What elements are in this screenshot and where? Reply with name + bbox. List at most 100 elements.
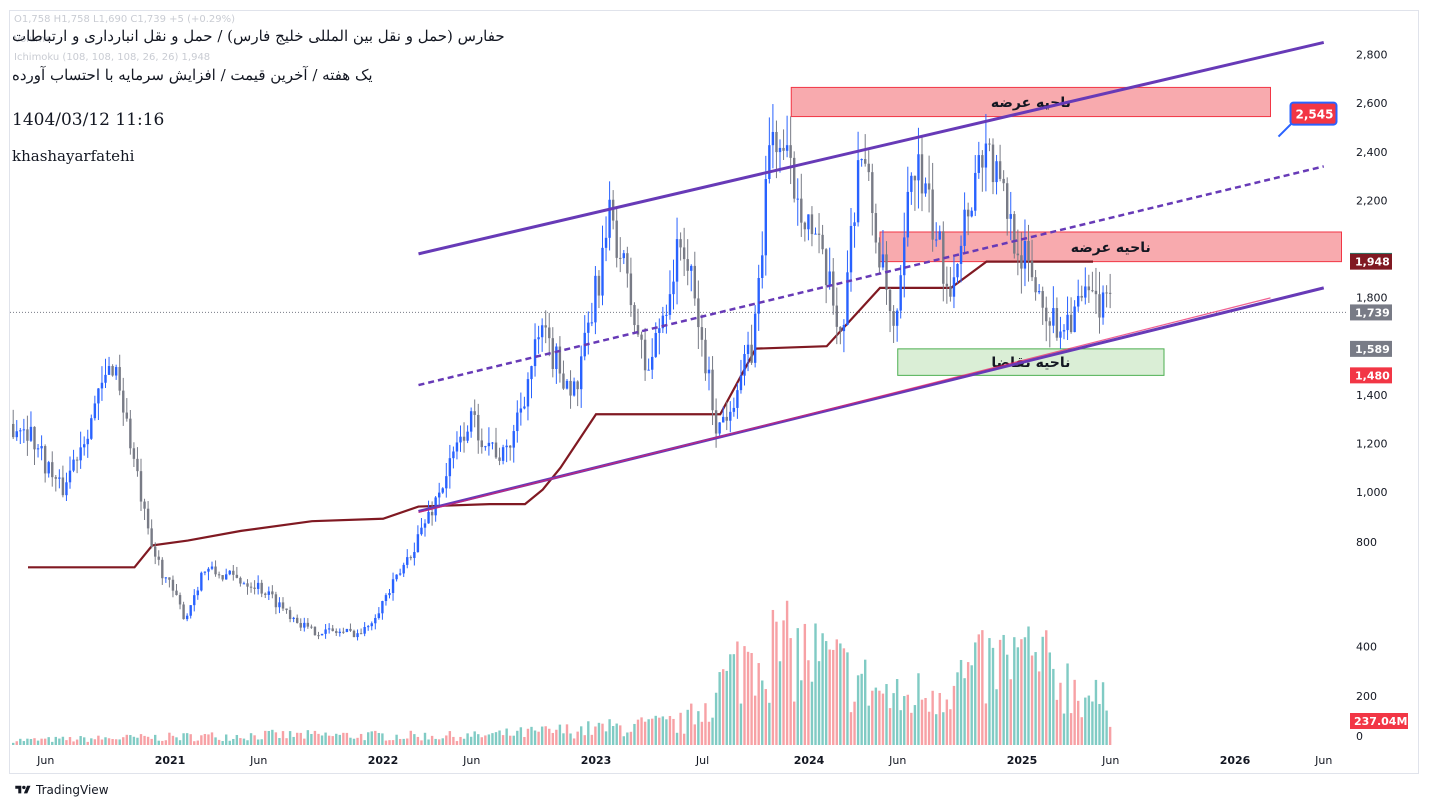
volume-bar [501,735,505,745]
price-axis-label-box [1350,340,1392,357]
channel-middle-line[interactable] [418,165,1325,387]
y-axis-tick: 1,800 [1356,292,1388,305]
volume-bar [1009,679,1012,745]
demand-zone-label: ناحیه تقاضا [991,355,1070,371]
candle-body [690,265,693,271]
chart-frame[interactable] [9,10,1419,774]
candle-body [935,239,938,241]
candle-body [778,147,782,153]
volume-bar [1080,717,1083,745]
candle-body [86,438,89,445]
candle-body [51,462,54,478]
candle-body [1059,331,1062,338]
candle-body [320,633,324,636]
candle-body [761,255,764,278]
volume-bar [97,735,100,745]
candle-body [732,407,736,412]
volume-bar [743,646,746,745]
volume-bar [235,734,239,745]
candle-body [367,626,370,628]
candle-body [835,305,838,327]
candle-body [398,573,402,575]
volume-bar [562,733,565,745]
candle-body [1023,240,1027,269]
volume-bar [90,738,93,745]
tradingview-logo-icon [15,785,31,794]
candle-body [640,334,643,340]
volume-bar [200,735,203,745]
candle-body [146,508,150,529]
volume-bar [448,731,452,745]
volume-bar [516,730,519,745]
channel-upper-line[interactable] [418,40,1325,256]
volume-bar [768,702,771,745]
volume-bar [313,730,317,745]
candle-body [377,613,381,619]
candle-body [196,590,199,596]
candle-body [391,579,395,594]
candle-body [1087,286,1091,291]
candle-body [966,209,970,217]
volume-bar [963,678,966,745]
volume-bar [913,705,917,745]
candle-body [100,382,104,389]
volume-bar [484,735,487,745]
candle-body [1009,214,1012,219]
y-axis-tick: 2,600 [1356,97,1388,110]
volume-bar [952,685,956,745]
volume-bar [185,733,189,745]
candle-body [182,604,185,620]
candle-body [530,366,533,380]
volume-bar [867,705,870,745]
volume-bar [445,735,448,745]
volume-bar [154,734,157,745]
candle-body [416,534,420,553]
candle-body [509,445,512,448]
volume-bar [416,736,420,745]
candle-body [906,191,909,238]
volume-bar [619,725,622,745]
candle-body [757,277,760,314]
volume-bar [782,620,785,745]
candle-body [917,154,920,181]
tradingview-brand[interactable]: TradingView [14,783,109,797]
volume-bar [342,732,345,745]
candle-body [207,568,210,572]
candle-body [661,315,665,329]
volume-bar [189,734,192,745]
candle-body [93,403,97,419]
volume-bar [139,734,143,745]
candle-body [1052,308,1055,326]
volume-bar [1052,668,1055,745]
candle-body [338,631,341,634]
trend-line[interactable] [418,297,1271,514]
target-label-box[interactable] [1289,101,1338,126]
demand-zone[interactable] [897,348,1165,376]
volume-bar [338,734,341,745]
y-axis-tick: 2,800 [1356,49,1388,62]
candle-body [718,422,721,434]
volume-bar [604,731,608,745]
candle-body [487,442,491,447]
volume-bar [381,733,384,745]
volume-bar [125,734,128,745]
volume-bar [569,733,572,745]
candle-body [910,175,913,192]
volume-bar [551,732,554,745]
candle-body [1101,292,1105,318]
volume-bar [700,721,704,745]
candle-body [949,286,952,297]
candle-body [68,470,72,483]
candle-body [1105,292,1108,294]
volume-bar [54,736,57,745]
volume-bar [33,738,36,745]
x-axis-label: Jun [888,754,906,767]
candle-body [1048,321,1051,326]
volume-bar [523,736,526,745]
volume-bar [860,673,863,745]
volume-bar [398,738,402,745]
volume-bar [739,703,743,745]
volume-bar [349,737,352,745]
candle-body [448,458,452,477]
